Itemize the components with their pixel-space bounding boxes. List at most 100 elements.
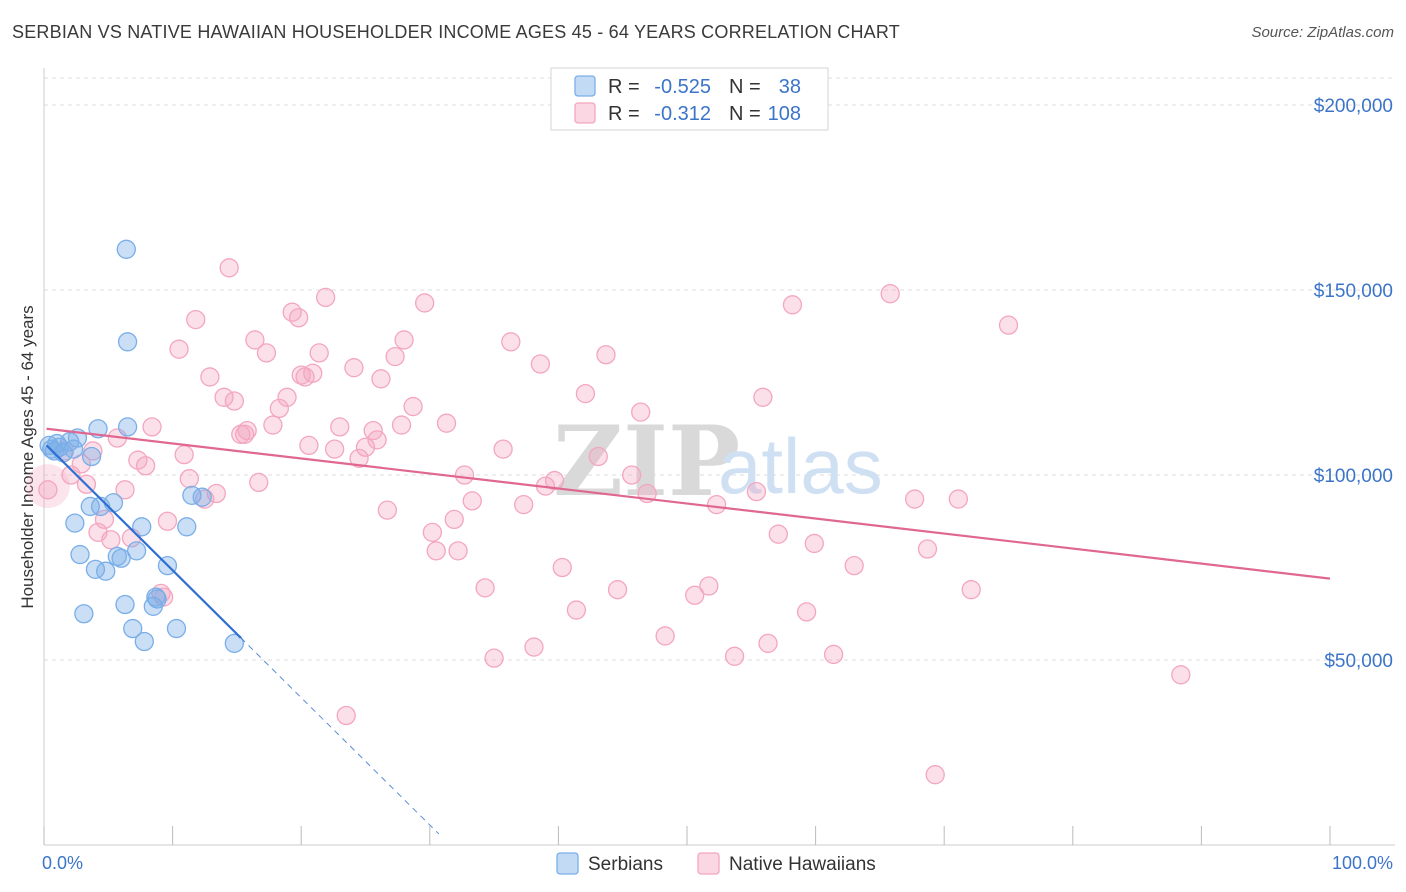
native-hawaiian-point <box>179 469 199 489</box>
native-hawaiians-points <box>25 258 1191 785</box>
native-hawaiian-point <box>444 509 464 530</box>
native-hawaiian-point <box>249 472 269 493</box>
serbians-points <box>39 239 244 653</box>
native-hawaiian-point <box>699 576 719 596</box>
legend-swatch <box>574 75 596 97</box>
native-hawaiian-point <box>269 398 289 419</box>
native-hawaiian-point <box>385 346 405 367</box>
native-hawaiian-point <box>596 345 616 365</box>
bottom-legend: Serbians Native Hawaiians <box>556 852 876 875</box>
native-hawaiian-point <box>214 387 234 407</box>
native-hawaiian-point <box>157 511 178 531</box>
native-hawaiian-point <box>844 556 864 576</box>
gridlines <box>44 77 1395 661</box>
bottom-legend-swatch-hawaiians <box>697 852 720 875</box>
legend-swatch <box>574 102 596 124</box>
legend-r-value: -0.525 <box>654 76 711 98</box>
legend-r-label: R = <box>608 103 640 125</box>
native-hawaiian-point <box>588 446 608 467</box>
native-hawaiian-point <box>315 287 336 308</box>
serbian-point <box>132 517 152 537</box>
native-hawaiian-point <box>324 439 345 459</box>
native-hawaiian-point <box>1171 665 1191 685</box>
native-hawaiian-point <box>746 481 767 502</box>
native-hawaiians-trend-line <box>46 427 1331 580</box>
native-hawaiian-point <box>394 330 414 350</box>
native-hawaiian-point <box>245 330 265 350</box>
native-hawaiian-point <box>631 402 651 422</box>
serbian-point <box>96 561 116 581</box>
native-hawaiian-point <box>200 367 220 387</box>
legend-box <box>550 67 829 131</box>
native-hawaiian-point <box>484 648 504 668</box>
native-hawaiian-point <box>330 417 350 437</box>
native-hawaiian-point <box>514 494 534 515</box>
chart-title: SERBIAN VS NATIVE HAWAIIAN HOUSEHOLDER I… <box>12 22 900 42</box>
serbian-point <box>103 493 124 513</box>
native-hawaiian-point <box>796 602 817 622</box>
native-hawaiian-point <box>234 424 255 444</box>
serbian-point <box>115 594 135 615</box>
native-hawaiian-point <box>462 491 482 511</box>
bottom-legend-label-hawaiians: Native Hawaiians <box>729 854 876 875</box>
serbian-point <box>126 541 147 561</box>
x-tick-label-end: 100.0% <box>1332 853 1393 873</box>
native-hawaiian-point <box>371 369 391 389</box>
native-hawaiian-point <box>336 705 356 726</box>
serbians-trend-extension <box>240 637 440 835</box>
serbian-point <box>74 604 94 624</box>
native-hawaiian-point <box>355 437 376 457</box>
native-hawaiian-point <box>391 415 412 435</box>
legend-n-value: 108 <box>768 103 801 125</box>
native-hawaiian-point <box>782 295 803 315</box>
native-hawaiian-point <box>655 626 675 646</box>
native-hawaiian-point <box>436 413 457 433</box>
serbians-trend-line <box>45 444 242 639</box>
native-hawaiian-point-large <box>25 464 70 509</box>
bottom-legend-swatch-serbians <box>556 852 579 875</box>
y-axis-label: Householder Income Ages 45 - 64 years <box>18 305 37 608</box>
y-tick-label: $150,000 <box>1314 281 1393 302</box>
serbian-point <box>80 496 100 517</box>
bottom-legend-label-serbians: Serbians <box>588 854 663 875</box>
native-hawaiian-point <box>309 343 329 363</box>
native-hawaiian-point <box>169 339 189 359</box>
native-hawaiian-point <box>804 533 824 554</box>
native-hawaiian-point <box>186 309 206 330</box>
native-hawaiian-point <box>530 354 551 374</box>
serbian-point <box>81 446 102 467</box>
native-hawaiian-point <box>288 308 309 328</box>
y-tick-label: $50,000 <box>1324 651 1393 672</box>
native-hawaiian-point <box>948 489 968 509</box>
native-hawaiian-point <box>880 284 900 304</box>
native-hawaiian-point <box>917 539 938 559</box>
native-hawaiian-point <box>448 541 468 561</box>
native-hawaiian-point <box>422 522 443 542</box>
native-hawaiian-point <box>904 489 925 509</box>
native-hawaiian-point <box>38 480 58 500</box>
legend-n-label: N = <box>729 103 761 125</box>
native-hawaiian-point <box>706 494 727 515</box>
native-hawaiian-point <box>224 391 244 411</box>
native-hawaiian-point <box>219 258 239 278</box>
y-tick-label: $200,000 <box>1314 96 1393 117</box>
trend-lines <box>45 427 1331 835</box>
native-hawaiian-point <box>823 644 844 665</box>
native-hawaiian-point <box>344 358 364 378</box>
serbian-point <box>111 548 131 568</box>
native-hawaiian-point <box>501 332 521 352</box>
native-hawaiian-point <box>299 435 319 456</box>
serbian-point <box>63 439 84 459</box>
native-hawaiian-point <box>206 483 226 504</box>
native-hawaiian-point <box>685 585 705 605</box>
native-hawaiian-point <box>724 646 745 666</box>
serbian-point <box>166 618 187 639</box>
serbian-point <box>116 239 136 259</box>
serbian-point <box>117 332 138 352</box>
native-hawaiian-point <box>566 600 587 620</box>
native-hawaiian-point <box>925 765 945 785</box>
native-hawaiian-point <box>174 444 194 465</box>
axes: $50,000 $100,000 $150,000 $200,000 0.0% 100.0… <box>18 68 1395 873</box>
serbian-point <box>117 417 138 437</box>
